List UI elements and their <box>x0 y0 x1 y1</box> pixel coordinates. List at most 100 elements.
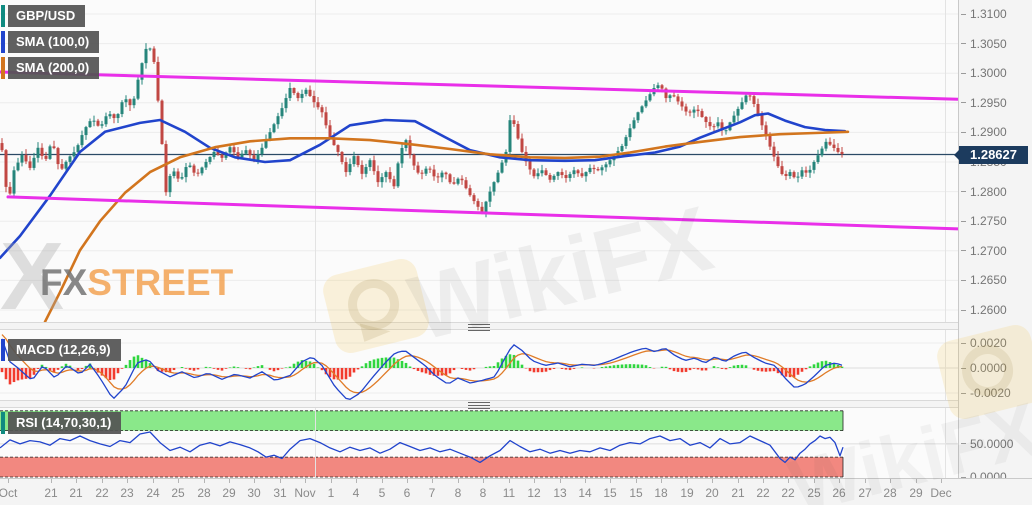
x-axis-tick <box>204 479 205 483</box>
x-axis-tick <box>153 479 154 483</box>
y-axis-tick-label: 1.2950 <box>961 96 1007 110</box>
x-axis-tick <box>585 479 586 483</box>
time-axis-label: 20 <box>705 486 719 500</box>
symbol-legend-chip[interactable]: GBP/USD <box>1 5 86 27</box>
rsi-pane[interactable] <box>0 408 958 478</box>
x-axis-tick <box>305 479 306 483</box>
sma100-legend-chip[interactable]: SMA (100,0) <box>1 31 100 53</box>
time-axis-label: 8 <box>454 486 462 500</box>
time-axis-label: 4 <box>352 486 360 500</box>
x-axis-tick <box>356 479 357 483</box>
time-axis-label: Nov <box>294 486 316 500</box>
x-axis-tick <box>178 479 179 483</box>
series-color-tick <box>1 31 5 53</box>
sma200-legend-chip[interactable]: SMA (200,0) <box>1 57 100 79</box>
x-axis-tick <box>229 479 230 483</box>
pane-separator[interactable] <box>0 400 958 409</box>
y-axis-tick-label: 0.0000 <box>961 361 1007 375</box>
series-color-tick <box>1 5 5 27</box>
x-axis-tick <box>407 479 408 483</box>
x-axis-tick <box>712 479 713 483</box>
panel-resize-grip-icon[interactable] <box>468 402 490 409</box>
x-axis-tick <box>534 479 535 483</box>
x-axis-tick <box>839 479 840 483</box>
y-axis-tick-label: 1.2900 <box>961 125 1007 139</box>
series-color-tick <box>1 57 5 79</box>
time-axis-label: 23 <box>120 486 134 500</box>
time-axis-label: 15 <box>629 486 643 500</box>
x-axis-tick <box>865 479 866 483</box>
y-axis-tick-label: 1.3100 <box>961 7 1007 21</box>
time-axis-label: 11 <box>502 486 516 500</box>
time-axis: Oct 21 21 22 23 24 25 28 29 30 31 Nov 1 4 5 6 7 8 8 11 12 13 1… <box>0 478 1032 505</box>
time-axis-label: 14 <box>578 486 592 500</box>
x-axis-tick <box>254 479 255 483</box>
x-axis-tick <box>509 479 510 483</box>
y-axis-tick-label: 1.3000 <box>961 66 1007 80</box>
x-axis-tick <box>610 479 611 483</box>
time-axis-label: 25 <box>807 486 821 500</box>
x-axis-tick <box>51 479 52 483</box>
y-axis-tick-label: 1.3050 <box>961 37 1007 51</box>
y-axis-tick-label: 1.2600 <box>961 303 1007 317</box>
x-axis-tick <box>636 479 637 483</box>
time-axis-label: 31 <box>273 486 287 500</box>
time-axis-label: 7 <box>428 486 436 500</box>
x-axis-tick <box>560 479 561 483</box>
symbol-label: GBP/USD <box>16 8 76 23</box>
time-axis-label: 26 <box>832 486 846 500</box>
x-axis-tick <box>661 479 662 483</box>
time-axis-label: 24 <box>146 486 160 500</box>
time-axis-label: 21 <box>731 486 745 500</box>
panel-resize-grip-icon[interactable] <box>468 324 490 331</box>
x-axis-tick <box>102 479 103 483</box>
pane-separator[interactable] <box>0 322 958 331</box>
x-axis-tick <box>127 479 128 483</box>
y-axis-tick-label: 0.0020 <box>961 336 1007 350</box>
time-axis-label: 18 <box>654 486 668 500</box>
x-axis-tick <box>382 479 383 483</box>
macd-label: MACD (12,26,9) <box>16 342 111 357</box>
time-axis-label: 28 <box>197 486 211 500</box>
x-axis-tick <box>483 479 484 483</box>
x-axis-tick <box>738 479 739 483</box>
time-axis-label: 22 <box>756 486 770 500</box>
time-axis-label: 12 <box>527 486 541 500</box>
x-axis-tick <box>890 479 891 483</box>
y-axis-tick-label: 1.2750 <box>961 214 1007 228</box>
x-axis-tick <box>8 479 9 483</box>
y-axis-tick-label: -0.0020 <box>961 386 1011 400</box>
y-axis-tick-label: 1.2800 <box>961 185 1007 199</box>
time-axis-label: 21 <box>44 486 58 500</box>
x-axis-tick <box>458 479 459 483</box>
time-axis-label: 5 <box>378 486 386 500</box>
sma100-label: SMA (100,0) <box>16 34 90 49</box>
y-axis-tick-label: 50.0000 <box>961 437 1013 451</box>
time-axis-label: 30 <box>247 486 261 500</box>
x-axis-tick <box>941 479 942 483</box>
time-axis-label: Oct <box>0 486 18 500</box>
x-axis-tick <box>814 479 815 483</box>
x-axis-tick <box>76 479 77 483</box>
time-axis-label: 13 <box>553 486 567 500</box>
time-axis-label: 19 <box>680 486 694 500</box>
sma200-label: SMA (200,0) <box>16 60 90 75</box>
rsi-legend-chip[interactable]: RSI (14,70,30,1) <box>1 412 122 434</box>
time-axis-label: 22 <box>781 486 795 500</box>
time-axis-label: 6 <box>403 486 411 500</box>
time-axis-label: Dec <box>930 486 952 500</box>
time-axis-label: 29 <box>909 486 923 500</box>
price-axis: 1.31001.30501.30001.29501.29001.28501.28… <box>958 0 1032 484</box>
x-axis-tick <box>687 479 688 483</box>
time-axis-label: 27 <box>858 486 872 500</box>
series-color-tick <box>1 412 5 434</box>
macd-pane[interactable] <box>0 330 958 400</box>
price-pane[interactable] <box>0 0 958 322</box>
time-axis-label: 22 <box>95 486 109 500</box>
y-axis-tick-label: 1.2650 <box>961 273 1007 287</box>
x-axis-tick <box>788 479 789 483</box>
last-price-label: 1.28627 <box>954 146 1028 164</box>
rsi-label: RSI (14,70,30,1) <box>16 415 112 430</box>
macd-legend-chip[interactable]: MACD (12,26,9) <box>1 339 121 361</box>
